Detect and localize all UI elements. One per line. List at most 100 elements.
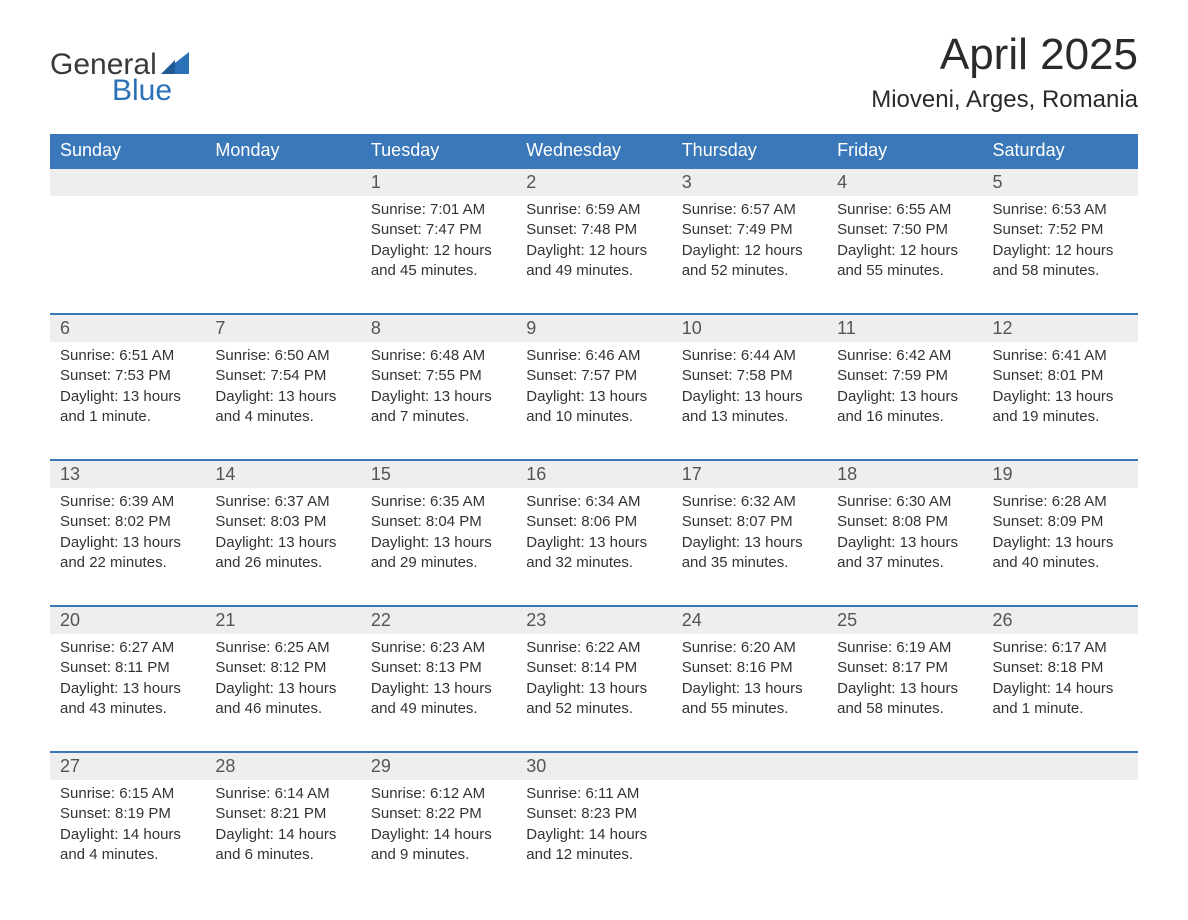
weekday-header: Monday — [205, 134, 360, 168]
daylight-text: Daylight: 13 hours and 10 minutes. — [526, 387, 661, 428]
sunset-text: Sunset: 7:53 PM — [60, 366, 195, 386]
day-number-row: 12345 — [50, 168, 1138, 196]
sunset-text: Sunset: 7:52 PM — [993, 220, 1128, 240]
day-cell — [205, 196, 360, 314]
daylight-text: Daylight: 12 hours and 52 minutes. — [682, 241, 817, 282]
sunrise-text: Sunrise: 6:23 AM — [371, 638, 506, 658]
day-cell: Sunrise: 6:28 AMSunset: 8:09 PMDaylight:… — [983, 488, 1138, 606]
day-number: 23 — [516, 606, 671, 634]
sunrise-text: Sunrise: 6:30 AM — [837, 492, 972, 512]
day-number: 30 — [516, 752, 671, 780]
sunset-text: Sunset: 7:48 PM — [526, 220, 661, 240]
sunset-text: Sunset: 7:57 PM — [526, 366, 661, 386]
sunset-text: Sunset: 8:14 PM — [526, 658, 661, 678]
sunset-text: Sunset: 7:49 PM — [682, 220, 817, 240]
daylight-text: Daylight: 14 hours and 6 minutes. — [215, 825, 350, 866]
sunset-text: Sunset: 7:59 PM — [837, 366, 972, 386]
day-cell: Sunrise: 6:14 AMSunset: 8:21 PMDaylight:… — [205, 780, 360, 890]
sunrise-text: Sunrise: 6:22 AM — [526, 638, 661, 658]
weekday-header-row: Sunday Monday Tuesday Wednesday Thursday… — [50, 134, 1138, 168]
sunrise-text: Sunrise: 6:50 AM — [215, 346, 350, 366]
sunrise-text: Sunrise: 6:14 AM — [215, 784, 350, 804]
day-cell: Sunrise: 6:17 AMSunset: 8:18 PMDaylight:… — [983, 634, 1138, 752]
daylight-text: Daylight: 13 hours and 7 minutes. — [371, 387, 506, 428]
day-number: 13 — [50, 460, 205, 488]
sunset-text: Sunset: 8:19 PM — [60, 804, 195, 824]
sunrise-text: Sunrise: 6:57 AM — [682, 200, 817, 220]
brand-word2: Blue — [112, 76, 189, 106]
daylight-text: Daylight: 14 hours and 9 minutes. — [371, 825, 506, 866]
day-number: 26 — [983, 606, 1138, 634]
day-number: 16 — [516, 460, 671, 488]
sunset-text: Sunset: 8:23 PM — [526, 804, 661, 824]
sunrise-text: Sunrise: 6:44 AM — [682, 346, 817, 366]
sunset-text: Sunset: 8:22 PM — [371, 804, 506, 824]
sunset-text: Sunset: 8:21 PM — [215, 804, 350, 824]
header: General Blue April 2025 Mioveni, Arges, … — [50, 30, 1138, 124]
sunrise-text: Sunrise: 6:11 AM — [526, 784, 661, 804]
day-number: 19 — [983, 460, 1138, 488]
location-subtitle: Mioveni, Arges, Romania — [871, 86, 1138, 114]
day-number: 11 — [827, 314, 982, 342]
sunrise-text: Sunrise: 6:32 AM — [682, 492, 817, 512]
day-cell: Sunrise: 6:27 AMSunset: 8:11 PMDaylight:… — [50, 634, 205, 752]
day-cell: Sunrise: 6:46 AMSunset: 7:57 PMDaylight:… — [516, 342, 671, 460]
day-number-row: 13141516171819 — [50, 460, 1138, 488]
day-number: 4 — [827, 168, 982, 196]
day-cell: Sunrise: 6:44 AMSunset: 7:58 PMDaylight:… — [672, 342, 827, 460]
day-number: 5 — [983, 168, 1138, 196]
day-number: 25 — [827, 606, 982, 634]
weekday-header: Friday — [827, 134, 982, 168]
sunrise-text: Sunrise: 6:12 AM — [371, 784, 506, 804]
day-cell: Sunrise: 6:32 AMSunset: 8:07 PMDaylight:… — [672, 488, 827, 606]
daylight-text: Daylight: 13 hours and 52 minutes. — [526, 679, 661, 720]
day-number: 15 — [361, 460, 516, 488]
daylight-text: Daylight: 13 hours and 29 minutes. — [371, 533, 506, 574]
sunrise-text: Sunrise: 6:19 AM — [837, 638, 972, 658]
day-number: 17 — [672, 460, 827, 488]
day-number: 18 — [827, 460, 982, 488]
sunset-text: Sunset: 8:08 PM — [837, 512, 972, 532]
daylight-text: Daylight: 13 hours and 22 minutes. — [60, 533, 195, 574]
sunset-text: Sunset: 8:11 PM — [60, 658, 195, 678]
calendar-body: 12345Sunrise: 7:01 AMSunset: 7:47 PMDayl… — [50, 168, 1138, 890]
daylight-text: Daylight: 12 hours and 49 minutes. — [526, 241, 661, 282]
day-number: 22 — [361, 606, 516, 634]
sunset-text: Sunset: 8:09 PM — [993, 512, 1128, 532]
day-number: 12 — [983, 314, 1138, 342]
day-cell: Sunrise: 6:53 AMSunset: 7:52 PMDaylight:… — [983, 196, 1138, 314]
sunrise-text: Sunrise: 6:59 AM — [526, 200, 661, 220]
daylight-text: Daylight: 14 hours and 4 minutes. — [60, 825, 195, 866]
day-cell: Sunrise: 6:39 AMSunset: 8:02 PMDaylight:… — [50, 488, 205, 606]
sunset-text: Sunset: 7:54 PM — [215, 366, 350, 386]
brand-logo: General Blue — [50, 50, 189, 106]
day-cell: Sunrise: 6:30 AMSunset: 8:08 PMDaylight:… — [827, 488, 982, 606]
sunrise-text: Sunrise: 6:25 AM — [215, 638, 350, 658]
sunset-text: Sunset: 8:12 PM — [215, 658, 350, 678]
day-number — [827, 752, 982, 780]
sunset-text: Sunset: 7:58 PM — [682, 366, 817, 386]
day-number: 3 — [672, 168, 827, 196]
day-cell: Sunrise: 6:55 AMSunset: 7:50 PMDaylight:… — [827, 196, 982, 314]
sunrise-text: Sunrise: 6:55 AM — [837, 200, 972, 220]
day-number: 24 — [672, 606, 827, 634]
weekday-header: Wednesday — [516, 134, 671, 168]
daylight-text: Daylight: 13 hours and 32 minutes. — [526, 533, 661, 574]
weekday-header: Sunday — [50, 134, 205, 168]
day-number — [983, 752, 1138, 780]
daylight-text: Daylight: 12 hours and 55 minutes. — [837, 241, 972, 282]
sunset-text: Sunset: 8:03 PM — [215, 512, 350, 532]
day-cell: Sunrise: 6:23 AMSunset: 8:13 PMDaylight:… — [361, 634, 516, 752]
weekday-header: Saturday — [983, 134, 1138, 168]
calendar-table: Sunday Monday Tuesday Wednesday Thursday… — [50, 134, 1138, 890]
day-number-row: 20212223242526 — [50, 606, 1138, 634]
daylight-text: Daylight: 13 hours and 37 minutes. — [837, 533, 972, 574]
day-cell: Sunrise: 6:48 AMSunset: 7:55 PMDaylight:… — [361, 342, 516, 460]
day-content-row: Sunrise: 6:15 AMSunset: 8:19 PMDaylight:… — [50, 780, 1138, 890]
day-number: 2 — [516, 168, 671, 196]
day-cell: Sunrise: 7:01 AMSunset: 7:47 PMDaylight:… — [361, 196, 516, 314]
day-cell: Sunrise: 6:19 AMSunset: 8:17 PMDaylight:… — [827, 634, 982, 752]
title-block: April 2025 Mioveni, Arges, Romania — [871, 30, 1138, 124]
sunset-text: Sunset: 8:07 PM — [682, 512, 817, 532]
sunrise-text: Sunrise: 6:42 AM — [837, 346, 972, 366]
